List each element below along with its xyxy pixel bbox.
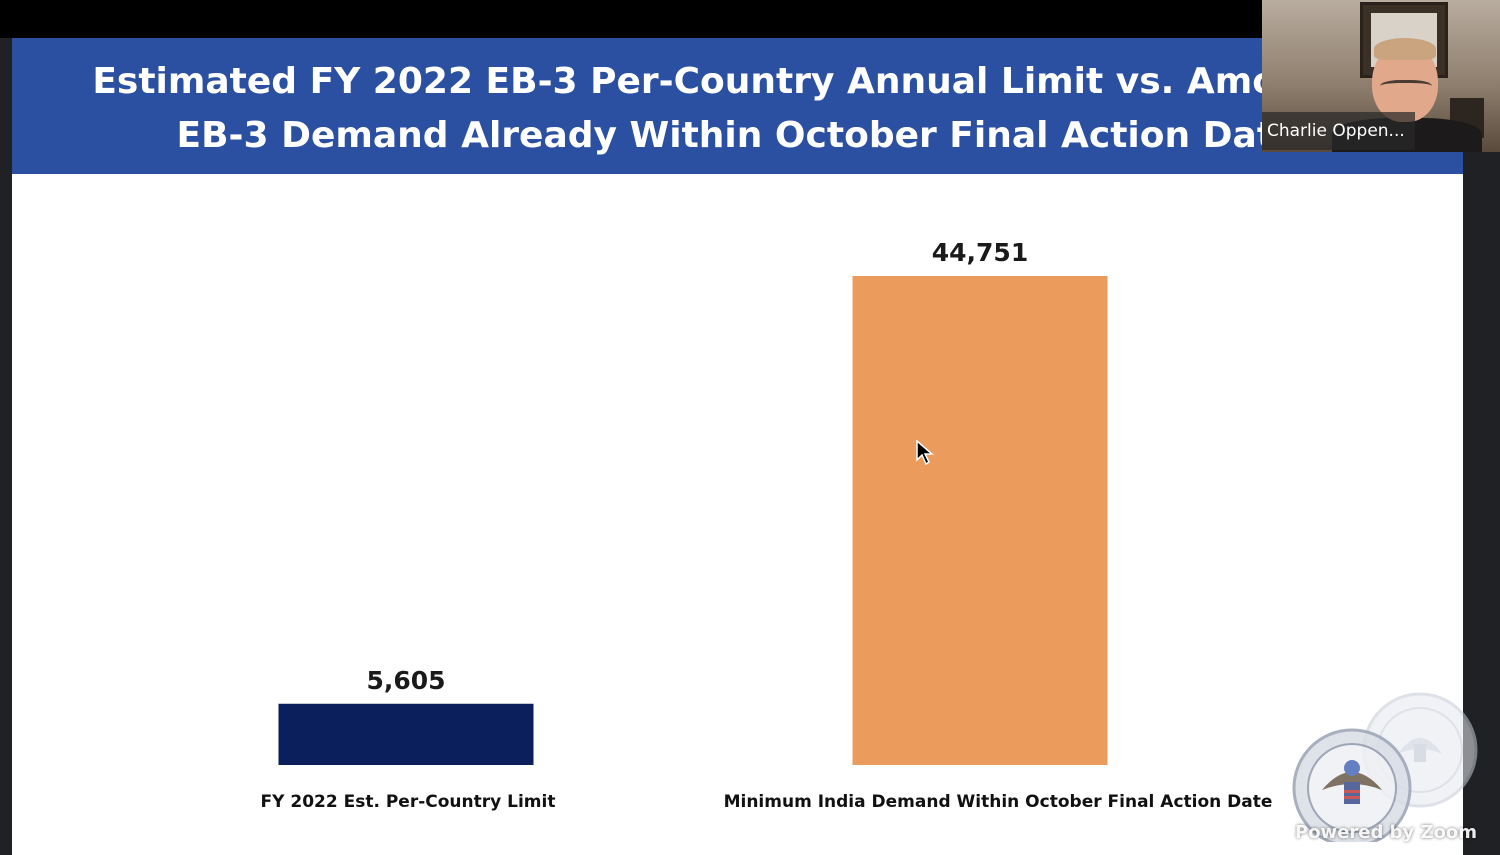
participant-name-label: Charlie Oppen... (1262, 112, 1415, 150)
slide-title-line-1: Estimated FY 2022 EB-3 Per-Country Annua… (92, 61, 1383, 102)
participant-hair (1374, 38, 1436, 60)
bar-2 (852, 276, 1108, 765)
presentation-slide: Estimated FY 2022 EB-3 Per-Country Annua… (12, 38, 1463, 855)
category-label-1: FY 2022 Est. Per-Country Limit (261, 792, 556, 812)
bar-value-label-1: 5,605 (366, 666, 445, 695)
mouse-pointer-icon (916, 440, 935, 466)
us-department-of-state-seal-icon (1292, 692, 1478, 842)
bar-chart: 5,605 FY 2022 Est. Per-Country Limit 44,75… (261, 238, 1273, 812)
bar-value-label-2: 44,751 (932, 238, 1028, 267)
participant-glasses (1380, 80, 1432, 95)
window-top-bar (0, 0, 1500, 38)
slide-title-banner: Estimated FY 2022 EB-3 Per-Country Annua… (12, 38, 1463, 174)
bar-1 (278, 703, 534, 765)
slide-title-line-2: EB-3 Demand Already Within October Final… (176, 115, 1299, 156)
category-label-2: Minimum India Demand Within October Fina… (724, 792, 1273, 812)
powered-by-zoom-watermark: Powered by Zoom (1295, 822, 1478, 843)
participant-video-tile[interactable]: Charlie Oppen... (1262, 0, 1500, 152)
